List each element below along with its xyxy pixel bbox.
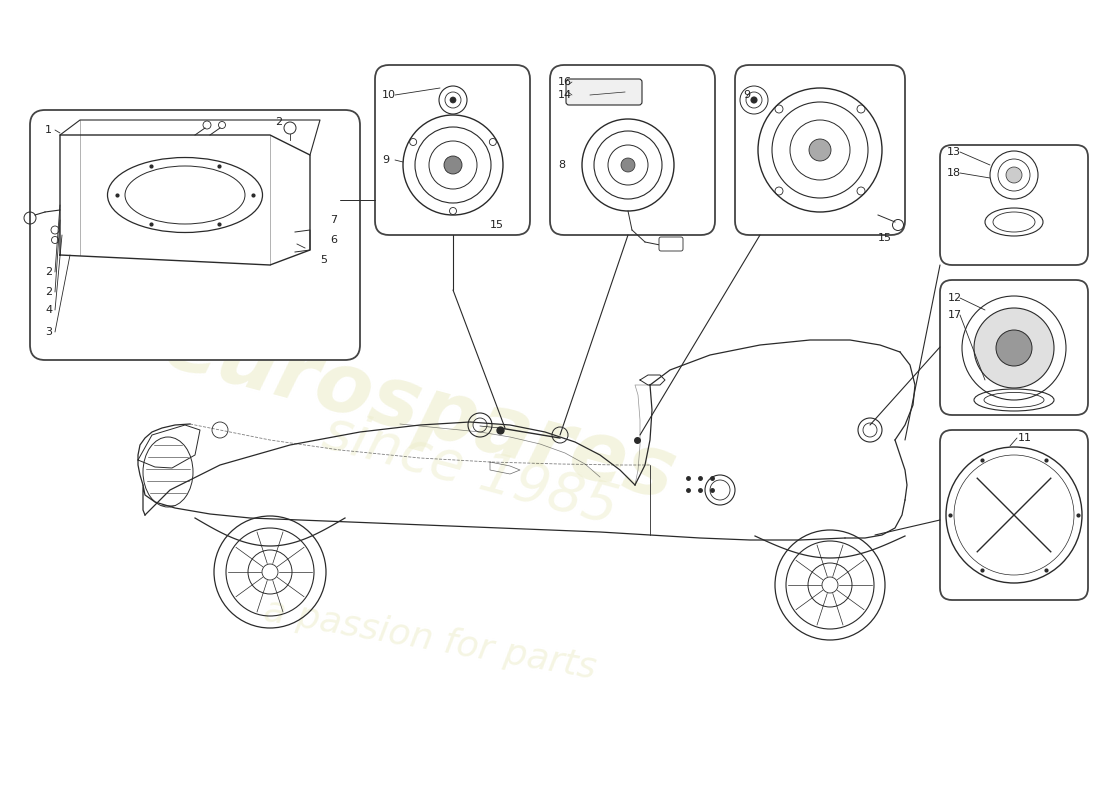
Text: 9: 9 — [382, 155, 389, 165]
FancyBboxPatch shape — [735, 65, 905, 235]
Text: 17: 17 — [948, 310, 962, 320]
Text: 13: 13 — [947, 147, 961, 157]
Text: 14: 14 — [558, 90, 572, 100]
Circle shape — [996, 330, 1032, 366]
Text: 12: 12 — [948, 293, 962, 303]
Text: a passion for parts: a passion for parts — [261, 594, 598, 686]
Circle shape — [808, 139, 830, 161]
Text: 4: 4 — [45, 305, 52, 315]
Text: 2: 2 — [45, 287, 52, 297]
Text: 16: 16 — [558, 77, 572, 87]
FancyBboxPatch shape — [566, 79, 642, 105]
Text: 8: 8 — [558, 160, 565, 170]
FancyBboxPatch shape — [940, 430, 1088, 600]
Text: 3: 3 — [45, 327, 52, 337]
Text: 15: 15 — [878, 233, 892, 243]
FancyBboxPatch shape — [30, 110, 360, 360]
Text: 7: 7 — [330, 215, 337, 225]
Text: 15: 15 — [490, 220, 504, 230]
FancyBboxPatch shape — [940, 280, 1088, 415]
Text: 2: 2 — [45, 267, 52, 277]
Circle shape — [450, 97, 456, 103]
Text: 18: 18 — [947, 168, 961, 178]
Circle shape — [751, 97, 757, 103]
Text: 10: 10 — [382, 90, 396, 100]
Text: since 1985: since 1985 — [317, 406, 623, 534]
Text: 1: 1 — [45, 125, 52, 135]
Circle shape — [974, 308, 1054, 388]
Text: 11: 11 — [1018, 433, 1032, 443]
FancyBboxPatch shape — [659, 237, 683, 251]
Text: 6: 6 — [330, 235, 337, 245]
Circle shape — [444, 156, 462, 174]
FancyBboxPatch shape — [550, 65, 715, 235]
Text: eurospares: eurospares — [155, 302, 685, 518]
Text: 5: 5 — [320, 255, 327, 265]
Text: 9: 9 — [742, 90, 750, 100]
Circle shape — [1006, 167, 1022, 183]
FancyBboxPatch shape — [940, 145, 1088, 265]
FancyBboxPatch shape — [375, 65, 530, 235]
Circle shape — [621, 158, 635, 172]
Text: 2: 2 — [275, 117, 282, 127]
